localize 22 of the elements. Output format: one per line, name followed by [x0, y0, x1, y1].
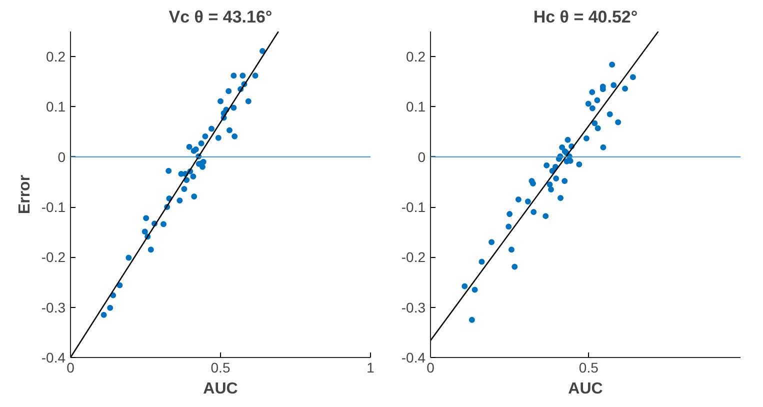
y-axis-title: Error [16, 174, 34, 214]
chart-title: Vc θ = 43.16° [168, 8, 272, 26]
y-tick-label: 0.1 [46, 98, 66, 115]
x-tick-label: 0.5 [210, 360, 230, 376]
y-tick-label: -0.4 [401, 350, 426, 366]
y-tick-label: 0 [58, 148, 66, 165]
y-tick-label: -0.1 [401, 199, 426, 216]
y-tick-label: 0 [418, 148, 426, 165]
y-tick-label: -0.3 [41, 299, 66, 316]
x-axis-title: AUC [568, 380, 604, 398]
y-tick-label: 0.1 [406, 98, 426, 115]
chart-title: Hc θ = 40.52° [533, 8, 638, 26]
y-tick-label: -0.2 [41, 249, 66, 266]
y-tick-label: -0.3 [401, 299, 426, 316]
x-tick-label: 0.5 [578, 360, 599, 376]
x-tick-label: 1 [366, 360, 375, 376]
y-tick-label: 0.2 [406, 48, 426, 65]
y-tick-label: -0.4 [41, 350, 66, 366]
y-tick-label: -0.1 [41, 199, 66, 216]
y-tick-label: -0.2 [401, 249, 426, 266]
x-axis-title: AUC [203, 380, 238, 398]
y-tick-label: 0.2 [46, 48, 66, 65]
